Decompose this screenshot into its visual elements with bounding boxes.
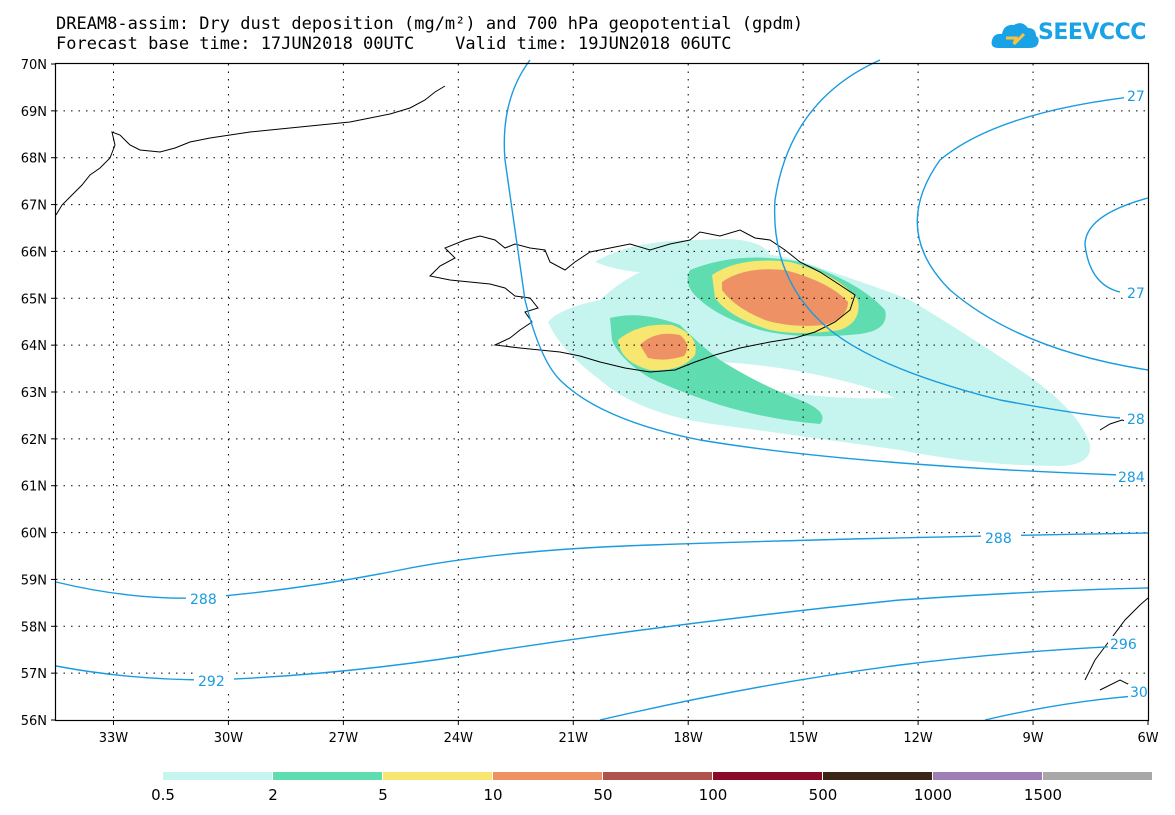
contour-label: 30	[1130, 685, 1148, 701]
contour-line	[984, 694, 1149, 721]
colorbar-label: 2	[268, 786, 278, 804]
contour-label: 288	[190, 592, 217, 608]
dust-shading	[548, 239, 1091, 466]
lat-label: 59N	[21, 573, 47, 588]
colorbar-swatch	[1043, 772, 1152, 780]
contour-line	[916, 94, 1149, 371]
lon-label: 18W	[674, 731, 704, 746]
colorbar-swatch	[273, 772, 382, 780]
iceland-coast	[428, 229, 856, 373]
lat-label: 67N	[21, 199, 47, 214]
dust-band-10-west	[640, 333, 688, 360]
lat-label: 65N	[21, 292, 47, 307]
logo-text: SEEVCCC	[1038, 20, 1146, 45]
colorbar-label: 500	[809, 786, 838, 804]
map-title: DREAM8-assim: Dry dust deposition (mg/m²…	[56, 14, 804, 34]
contour-labels: 288 292 288 284 28 27 27 296 30	[186, 88, 1150, 701]
lat-label: 69N	[21, 105, 47, 120]
contour-label: 288	[985, 531, 1012, 547]
contour-label: 284	[1118, 470, 1145, 486]
contour-line	[55, 532, 1149, 599]
dust-band-0-5	[548, 251, 1091, 466]
colorbar-swatch	[823, 772, 932, 780]
contour-label: 28	[1127, 412, 1145, 428]
colorbar-swatch	[713, 772, 822, 780]
colorbar-swatch	[383, 772, 492, 780]
lon-label: 15W	[788, 731, 818, 746]
lat-label: 56N	[21, 714, 47, 729]
lon-label: 33W	[99, 731, 129, 746]
colorbar-label: 100	[699, 786, 728, 804]
lon-label: 9W	[1022, 731, 1043, 746]
lat-label: 68N	[21, 152, 47, 167]
map-subtitle: Forecast base time: 17JUN2018 00UTC Vali…	[56, 34, 732, 54]
colorbar-label: 10	[483, 786, 502, 804]
contour-label: 292	[198, 674, 225, 690]
colorbar-swatch	[493, 772, 602, 780]
contour-line	[599, 644, 1149, 721]
lat-label: 66N	[21, 245, 47, 260]
lon-label: 21W	[559, 731, 589, 746]
colorbar-label: 5	[378, 786, 388, 804]
contour-line	[1084, 197, 1149, 293]
faroe-shetland-coast	[1084, 419, 1149, 701]
lon-labels: 33W 30W 27W 24W 21W 18W 15W 12W 9W 6W	[99, 720, 1159, 746]
colorbar-label: 50	[593, 786, 612, 804]
greenland-coast	[55, 85, 446, 216]
contour-label: 296	[1110, 637, 1137, 653]
lon-label: 27W	[329, 731, 359, 746]
lon-label: 24W	[444, 731, 474, 746]
coastlines	[55, 85, 1149, 701]
dust-band-10-east	[722, 269, 848, 326]
colorbar-swatch	[163, 772, 272, 780]
lon-label: 6W	[1137, 731, 1158, 746]
cloud-icon	[991, 23, 1039, 48]
contour-label: 27	[1127, 89, 1145, 105]
dust-gap	[720, 362, 895, 399]
colorbar-swatch	[603, 772, 712, 780]
lat-label: 62N	[21, 433, 47, 448]
colorbar-label: 0.5	[151, 786, 175, 804]
lat-label: 64N	[21, 339, 47, 354]
colorbar-label: 1000	[914, 786, 952, 804]
contour-line	[773, 59, 1121, 419]
contour-label: 27	[1127, 286, 1145, 302]
lat-labels: 70N 69N 68N 67N 66N 65N 64N 63N 62N 61N 60N 59N 58N 5…	[21, 58, 56, 729]
contour-line	[55, 587, 1149, 681]
contour-line	[503, 59, 1121, 476]
lon-label: 30W	[214, 731, 244, 746]
lat-label: 70N	[21, 58, 47, 73]
colorbar-label: 1500	[1024, 786, 1062, 804]
lon-label: 12W	[903, 731, 933, 746]
dust-band-0-5-north	[595, 239, 770, 273]
lat-label: 58N	[21, 620, 47, 635]
geopotential-contours	[55, 59, 1149, 721]
lat-label: 60N	[21, 527, 47, 542]
lat-label: 63N	[21, 386, 47, 401]
colorbar-swatch	[933, 772, 1042, 780]
colorbar: 0.5 2 5 10 50 100 500 1000 1500	[151, 772, 1152, 804]
lat-label: 61N	[21, 480, 47, 495]
lat-label: 57N	[21, 667, 47, 682]
